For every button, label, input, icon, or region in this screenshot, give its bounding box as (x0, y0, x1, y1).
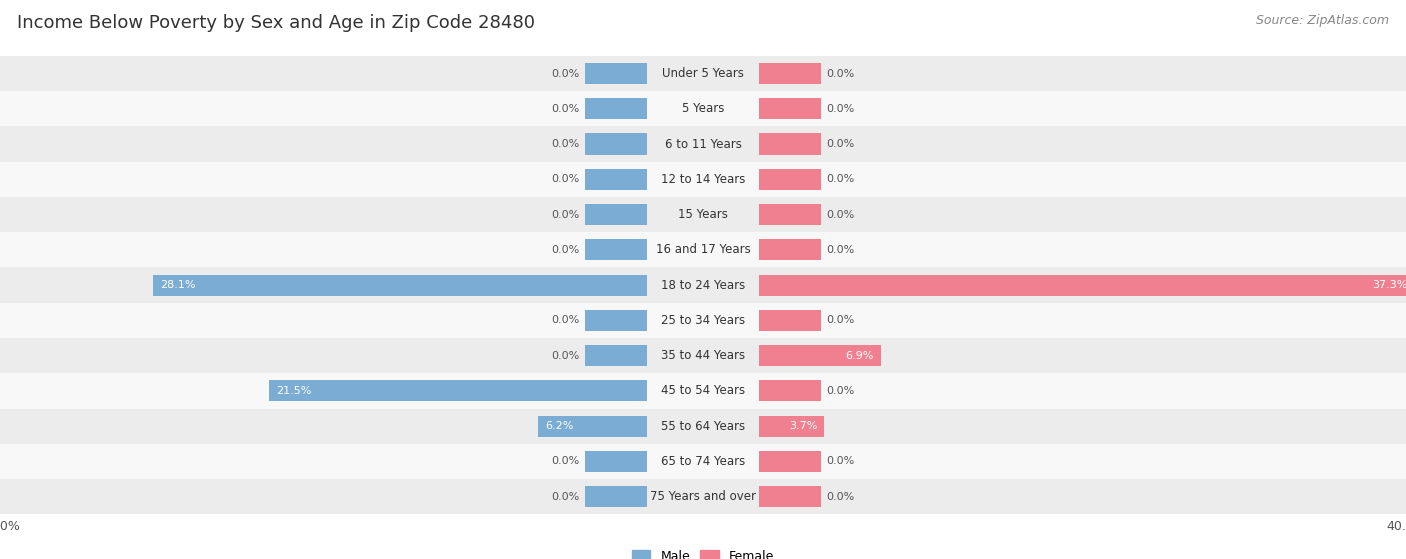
Bar (0, 444, 1406, 479)
Text: 0.0%: 0.0% (827, 210, 855, 220)
Text: 0.0%: 0.0% (827, 315, 855, 325)
Bar (759, 63, 821, 84)
Text: 0.0%: 0.0% (551, 245, 581, 255)
Bar (0, 338, 1406, 373)
Bar (0, 162, 1406, 197)
Bar (585, 63, 647, 84)
Bar (269, 380, 647, 401)
Bar (759, 380, 821, 401)
Text: 0.0%: 0.0% (827, 174, 855, 184)
Text: 0.0%: 0.0% (551, 174, 581, 184)
Bar (759, 204, 821, 225)
Bar (0, 409, 1406, 444)
Text: Source: ZipAtlas.com: Source: ZipAtlas.com (1256, 14, 1389, 27)
Text: 0.0%: 0.0% (551, 69, 581, 78)
Bar (585, 169, 647, 190)
Text: 6.2%: 6.2% (546, 421, 574, 431)
Bar (759, 310, 821, 331)
Text: 18 to 24 Years: 18 to 24 Years (661, 278, 745, 292)
Bar (585, 451, 647, 472)
Bar (0, 91, 1406, 126)
Text: 3.7%: 3.7% (789, 421, 817, 431)
Text: 12 to 14 Years: 12 to 14 Years (661, 173, 745, 186)
Text: 0.0%: 0.0% (827, 104, 855, 114)
Text: Under 5 Years: Under 5 Years (662, 67, 744, 80)
Bar (759, 486, 821, 507)
Bar (759, 239, 821, 260)
Bar (0, 373, 1406, 409)
Text: 6 to 11 Years: 6 to 11 Years (665, 138, 741, 150)
Text: 0.0%: 0.0% (551, 350, 581, 361)
Text: Income Below Poverty by Sex and Age in Zip Code 28480: Income Below Poverty by Sex and Age in Z… (17, 14, 534, 32)
Bar (759, 274, 1406, 296)
Text: 0.0%: 0.0% (551, 315, 581, 325)
Bar (153, 274, 647, 296)
Text: 0.0%: 0.0% (827, 69, 855, 78)
Bar (0, 267, 1406, 303)
Bar (0, 232, 1406, 267)
Bar (585, 239, 647, 260)
Bar (0, 56, 1406, 91)
Text: 5 Years: 5 Years (682, 102, 724, 115)
Text: 0.0%: 0.0% (551, 456, 581, 466)
Bar (759, 169, 821, 190)
Bar (585, 486, 647, 507)
Bar (585, 310, 647, 331)
Bar (759, 345, 880, 366)
Bar (759, 134, 821, 155)
Text: 28.1%: 28.1% (160, 280, 195, 290)
Legend: Male, Female: Male, Female (627, 544, 779, 559)
Text: 25 to 34 Years: 25 to 34 Years (661, 314, 745, 327)
Text: 6.9%: 6.9% (845, 350, 873, 361)
Text: 35 to 44 Years: 35 to 44 Years (661, 349, 745, 362)
Bar (759, 98, 821, 120)
Text: 0.0%: 0.0% (551, 210, 581, 220)
Text: 55 to 64 Years: 55 to 64 Years (661, 420, 745, 433)
Text: 0.0%: 0.0% (551, 139, 581, 149)
Bar (0, 197, 1406, 232)
Text: 0.0%: 0.0% (827, 139, 855, 149)
Text: 45 to 54 Years: 45 to 54 Years (661, 385, 745, 397)
Bar (0, 303, 1406, 338)
Bar (585, 345, 647, 366)
Text: 21.5%: 21.5% (276, 386, 311, 396)
Text: 75 Years and over: 75 Years and over (650, 490, 756, 503)
Bar (759, 415, 824, 437)
Text: 0.0%: 0.0% (551, 492, 581, 501)
Text: 37.3%: 37.3% (1372, 280, 1406, 290)
Text: 0.0%: 0.0% (827, 245, 855, 255)
Bar (0, 126, 1406, 162)
Text: 16 and 17 Years: 16 and 17 Years (655, 243, 751, 257)
Text: 65 to 74 Years: 65 to 74 Years (661, 455, 745, 468)
Bar (585, 98, 647, 120)
Bar (585, 134, 647, 155)
Text: 0.0%: 0.0% (827, 492, 855, 501)
Text: 0.0%: 0.0% (827, 456, 855, 466)
Text: 15 Years: 15 Years (678, 208, 728, 221)
Bar (537, 415, 647, 437)
Bar (759, 451, 821, 472)
Text: 0.0%: 0.0% (827, 386, 855, 396)
Bar (585, 204, 647, 225)
Bar (0, 479, 1406, 514)
Text: 0.0%: 0.0% (551, 104, 581, 114)
